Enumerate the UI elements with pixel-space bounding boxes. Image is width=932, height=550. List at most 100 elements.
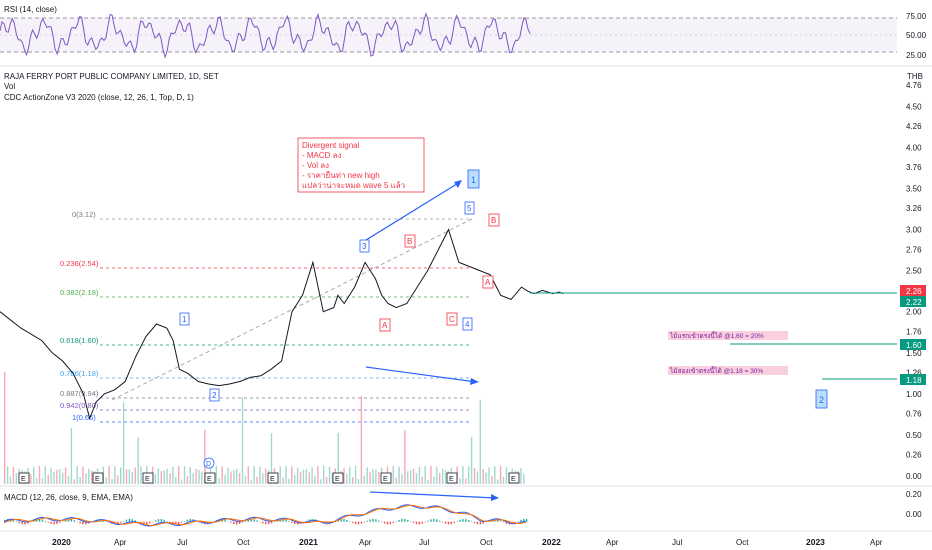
earnings-marker-6[interactable]: [380, 472, 392, 484]
price-tick-12: 1.76: [906, 327, 922, 336]
volume-bar: [178, 466, 180, 484]
rsi-tick-25: 25.00: [906, 51, 927, 60]
wave-2-box: [209, 388, 220, 402]
volume-bar: [120, 467, 122, 484]
volume-bar: [189, 467, 191, 484]
macd-hist-bar: [526, 519, 528, 522]
volume-bar: [494, 466, 496, 484]
earnings-marker-0[interactable]: [18, 472, 30, 484]
macd-hist-bar: [296, 521, 299, 525]
volume-bar: [131, 472, 133, 484]
earnings-marker-4[interactable]: [267, 472, 279, 484]
divergence-note: Divergent signal - MACD ลง - Vol ลง - รา…: [297, 137, 425, 193]
divergence-note-box: [297, 137, 425, 193]
volume-bar: [410, 470, 412, 484]
volume-bar: [64, 467, 67, 484]
earnings-marker-text-4: E: [270, 476, 275, 483]
wave-c-box: [446, 312, 458, 326]
volume-bar: [372, 469, 374, 484]
fib-1-label: 1(0.66): [72, 413, 96, 422]
price-tick-13: 1.50: [906, 349, 922, 358]
macd-hist-bar: [479, 521, 481, 525]
wave-4-label: 4: [465, 320, 470, 329]
volume-bar: [320, 479, 322, 484]
badge-160: [900, 339, 926, 350]
earnings-marker-7[interactable]: [446, 472, 458, 484]
macd-hist-bar: [18, 521, 20, 524]
macd-signal-line: [3, 504, 527, 526]
wave-b2-box: [488, 213, 500, 227]
macd-hist-bar: [337, 520, 339, 522]
volume-bar: [35, 477, 38, 484]
macd-hist-bar: [415, 521, 418, 525]
earnings-marker-5[interactable]: [332, 472, 344, 484]
note-line-1: Divergent signal: [302, 141, 360, 150]
macd-hist-bar: [456, 521, 458, 522]
volume-bar: [520, 468, 522, 484]
wave-5-box: [464, 201, 475, 215]
volume-bar: [192, 472, 194, 484]
earnings-marker-text-2: E: [145, 476, 150, 483]
rsi-tick-50: 50.00: [906, 31, 927, 40]
vol-legend: Vol: [4, 82, 15, 91]
volume-bar: [302, 469, 305, 484]
macd-hist-bar: [134, 520, 136, 522]
macd-hist-bar: [363, 521, 365, 523]
volume-bar: [233, 470, 235, 484]
volume-bar: [285, 466, 287, 484]
price-tick-19: 0.00: [906, 472, 922, 481]
note-118: ไม้สองเข้าตรงนี้ได้ @1.18 = 30%: [669, 366, 763, 375]
volume-bar: [308, 472, 310, 484]
volume-bar: [418, 467, 421, 484]
macd-hist-bar: [407, 519, 409, 522]
volume-bar: [70, 428, 73, 484]
macd-hist-bar: [444, 521, 447, 524]
macd-panel: MACD (12, 26, close, 9, EMA, EMA) 0.20 0…: [3, 490, 922, 527]
wave-1-box: [179, 312, 190, 326]
volume-bar: [265, 468, 267, 484]
macd-hist-bar: [357, 521, 360, 525]
macd-hist-bar: [76, 521, 78, 523]
macd-hist-bar: [360, 521, 363, 524]
indicator-legend: CDC ActionZone V3 2020 (close, 12, 26, 1…: [4, 93, 194, 102]
wave-4-box: [462, 317, 473, 331]
volume-bar: [502, 476, 505, 484]
volume-bar: [166, 468, 168, 484]
volume-bar: [323, 466, 325, 484]
macd-hist-bar: [349, 521, 351, 522]
macd-hist-bar: [265, 521, 267, 525]
macd-hist-bar: [383, 521, 386, 524]
volume-bar: [291, 466, 293, 484]
macd-hist-bar: [244, 521, 247, 522]
macd-hist-bar: [99, 519, 102, 522]
macd-hist-bar: [151, 521, 154, 523]
macd-hist-bar: [140, 521, 142, 524]
time-tick-8: 2022: [542, 537, 561, 547]
volume-bar: [288, 478, 290, 484]
macd-hist-bar: [381, 521, 383, 523]
volume-bar: [4, 372, 6, 484]
fib-618-label: 0.618(1.60): [60, 336, 99, 345]
volume-bar: [227, 467, 229, 484]
earnings-marker-1[interactable]: [92, 472, 104, 484]
badge-160-text: 1.60: [906, 341, 922, 350]
volume-bar: [427, 479, 429, 484]
rsi-series: [0, 11, 531, 59]
volume-bar: [38, 466, 41, 484]
price-tick-2: 4.26: [906, 122, 922, 131]
earnings-marker-3[interactable]: [204, 472, 216, 484]
volume-bar: [352, 477, 354, 484]
earnings-marker-8[interactable]: [508, 472, 520, 484]
macd-hist-bar: [15, 521, 17, 523]
wave-1-label: 1: [182, 315, 187, 324]
dividend-marker[interactable]: [203, 457, 215, 469]
macd-hist-bar: [369, 519, 371, 522]
macd-hist-bar: [35, 519, 38, 522]
macd-hist-bar: [117, 521, 119, 524]
earnings-marker-text-6: E: [383, 476, 388, 483]
macd-hist-bar: [85, 521, 87, 525]
earnings-marker-2[interactable]: [142, 472, 154, 484]
time-tick-6: Jul: [419, 538, 429, 547]
big-wave-1-label: 1: [471, 175, 476, 185]
macd-hist-bar: [137, 521, 139, 523]
